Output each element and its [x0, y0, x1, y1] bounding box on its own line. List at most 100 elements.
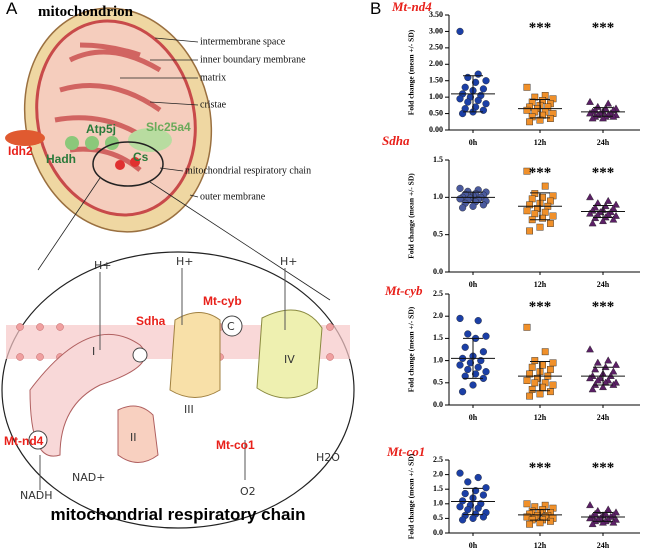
data-point [586, 501, 594, 509]
data-point [609, 215, 618, 223]
data-point [456, 503, 464, 511]
data-point [549, 212, 557, 220]
data-point [523, 106, 531, 114]
data-point [456, 469, 464, 477]
data-point [599, 217, 607, 225]
data-point [547, 220, 554, 227]
data-point [474, 96, 482, 105]
data-point [479, 106, 488, 114]
panel-label: A [6, 0, 18, 18]
data-point [523, 207, 531, 215]
y-tick-label: 0.5 [433, 513, 443, 522]
data-point [604, 196, 613, 204]
y-tick-label: 0.0 [433, 528, 443, 537]
y-tick-label: 2.5 [433, 455, 443, 464]
data-point [586, 345, 594, 353]
complex-label: II [130, 431, 137, 444]
data-point [474, 70, 482, 78]
y-tick-label: 2.0 [433, 311, 443, 320]
data-point [469, 202, 477, 210]
substrate-label: O2 [240, 485, 256, 498]
data-point [459, 204, 467, 212]
structure-label: outer membrane [200, 191, 266, 202]
x-tick-label: 24h [597, 138, 610, 147]
data-point [609, 380, 618, 388]
y-axis-label: Fold change (mean +/- SD) [407, 306, 416, 392]
data-point [464, 98, 472, 106]
data-point [586, 374, 594, 382]
data-point [456, 361, 464, 369]
error-bar [530, 509, 550, 521]
data-point [459, 516, 467, 524]
chart-title: Mt-cyb [384, 283, 423, 298]
error-bar [463, 337, 483, 379]
x-tick-label: 24h [597, 280, 610, 289]
data-point [593, 376, 602, 384]
data-point [461, 343, 469, 351]
complex-label: III [184, 403, 194, 416]
error-bar [593, 205, 613, 218]
data-point [541, 208, 549, 216]
data-point [482, 100, 490, 108]
data-point [586, 97, 594, 105]
data-point [547, 115, 554, 122]
y-axis-label: Fold change (mean +/- SD) [407, 453, 416, 539]
y-tick-label: 2.5 [433, 289, 443, 298]
data-point [464, 73, 472, 82]
x-tick-label: 12h [534, 138, 547, 147]
y-tick-label: 2.0 [433, 469, 443, 478]
substrate-label: NADH [20, 489, 53, 502]
error-bar [593, 107, 613, 117]
data-point [456, 95, 464, 103]
structure-label: cristae [200, 99, 227, 110]
gene-label: Slc25a4 [146, 120, 191, 134]
x-tick-label: 0h [469, 541, 478, 550]
structure-label: mitochondrial respiratory chain [185, 165, 311, 176]
data-point [523, 377, 531, 384]
data-point [456, 314, 464, 323]
y-axis-label: Fold change (mean +/- SD) [407, 173, 416, 259]
panel-label: B [370, 0, 381, 18]
complex-label: IV [284, 353, 295, 366]
data-point [536, 390, 544, 398]
data-point [474, 363, 482, 371]
data-point [472, 370, 480, 378]
data-point [474, 317, 482, 325]
error-bar [593, 366, 613, 386]
mitochondrion-title: mitochondrion [38, 4, 134, 20]
x-tick-label: 12h [534, 541, 547, 550]
significance-label: *** [529, 165, 552, 181]
data-point [593, 358, 602, 366]
mitochondrion-drawing [1, 7, 355, 529]
proton-label: H+ [94, 259, 112, 272]
data-point [461, 489, 469, 498]
y-tick-label: 2.50 [429, 43, 443, 52]
data-point [474, 473, 482, 482]
data-point [469, 514, 477, 523]
chart-title: Sdha [382, 133, 410, 148]
data-point [464, 365, 472, 374]
data-point [456, 184, 464, 192]
data-point [459, 388, 467, 396]
gene-label: Cs [133, 150, 149, 164]
data-point [599, 114, 607, 122]
y-tick-label: 3.00 [429, 26, 443, 35]
data-point [609, 518, 618, 526]
x-tick-label: 0h [469, 280, 478, 289]
data-point [528, 386, 536, 393]
error-bar [530, 192, 550, 221]
gene-label: Mt-cyb [203, 294, 242, 308]
data-point [588, 385, 597, 393]
substrate-label: H2O [316, 451, 340, 464]
data-point [541, 182, 549, 190]
data-point [588, 114, 597, 122]
y-tick-label: 0.0 [433, 267, 443, 276]
data-point [479, 348, 488, 356]
data-point [479, 491, 488, 499]
significance-label: *** [529, 299, 552, 315]
y-tick-label: 1.0 [433, 499, 443, 508]
data-point [528, 363, 536, 371]
data-point [482, 77, 490, 85]
x-tick-label: 12h [534, 413, 547, 422]
